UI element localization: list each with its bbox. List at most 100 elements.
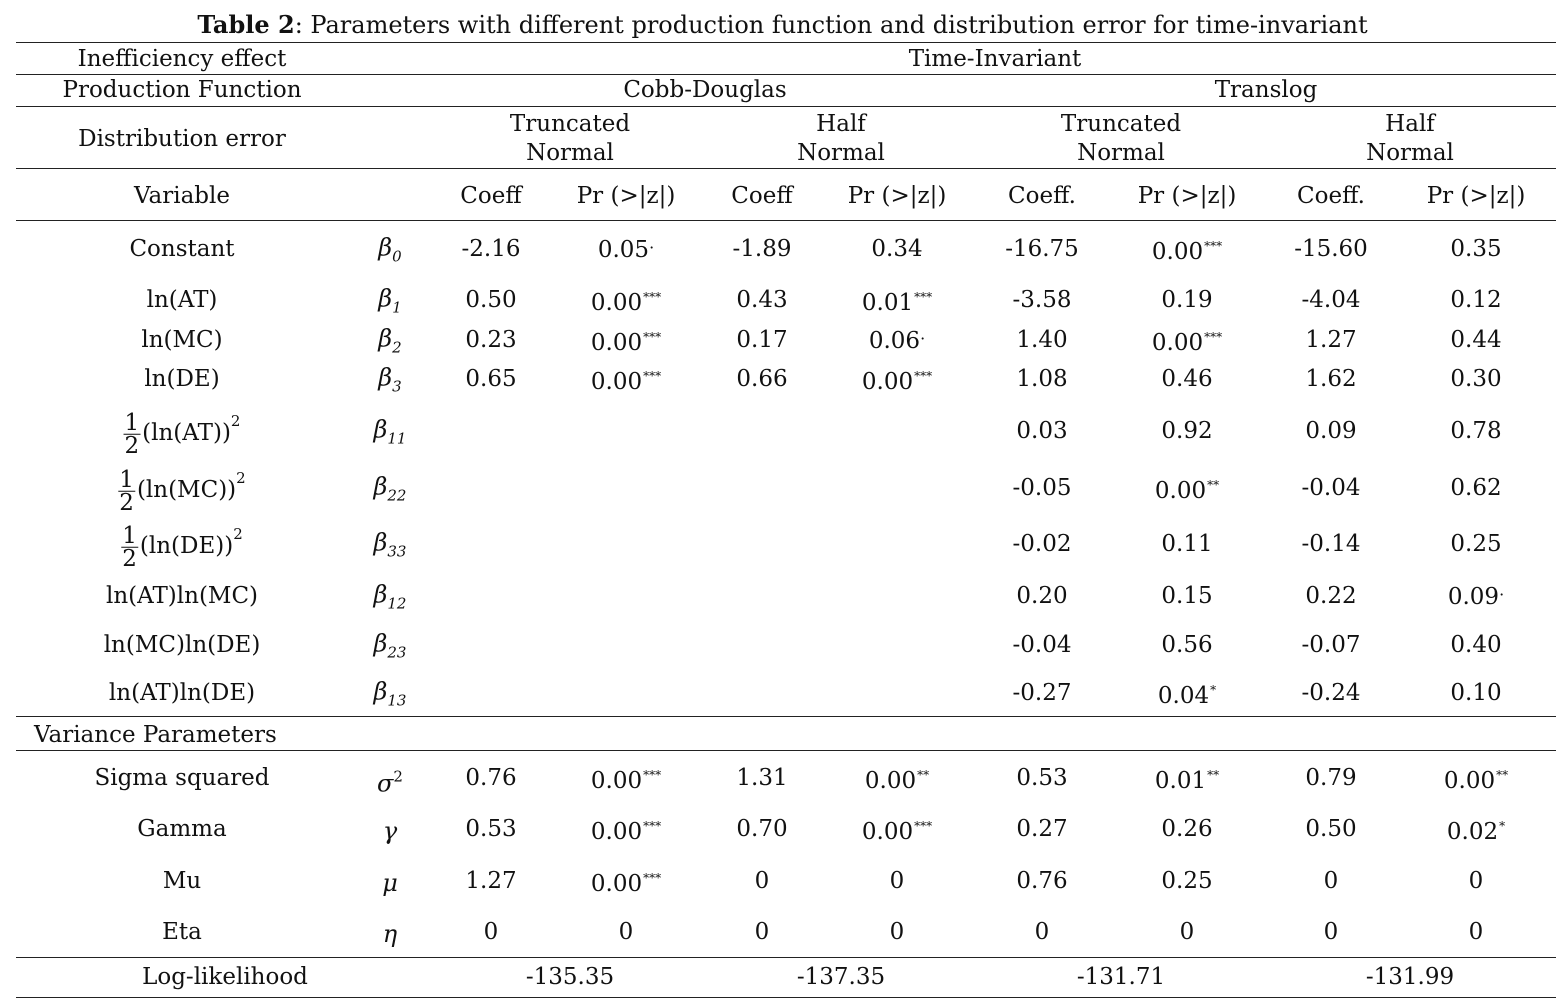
table-cell: 0 bbox=[755, 866, 770, 896]
significance-stars: *** bbox=[1204, 330, 1223, 344]
table-cell: 0.01** bbox=[1155, 760, 1219, 796]
loglik-value: -135.35 bbox=[525, 964, 615, 990]
translog-header: Translog bbox=[1214, 77, 1318, 103]
dist-line: Half bbox=[1385, 111, 1435, 137]
table-caption: : Parameters with different production f… bbox=[294, 11, 1368, 39]
parameter-symbol: σ2 bbox=[377, 762, 403, 799]
cell-value: 1.62 bbox=[1305, 366, 1357, 392]
table-cell: 0.00** bbox=[865, 760, 929, 796]
cell-value: 0.30 bbox=[1450, 366, 1502, 392]
table-cell: 0.53 bbox=[465, 814, 516, 844]
table-cell: 0.02* bbox=[1447, 811, 1505, 847]
loglik-value: -131.71 bbox=[1076, 964, 1166, 990]
variable-label: ln(DE) bbox=[144, 366, 220, 392]
significance-dot: · bbox=[649, 238, 655, 257]
dist-line: Truncated bbox=[1060, 111, 1182, 137]
significance-stars: ** bbox=[917, 768, 930, 782]
table-cell: 1.08 bbox=[1016, 364, 1067, 394]
table-cell: 0.17 bbox=[736, 325, 787, 355]
table-cell: 0.00*** bbox=[1152, 322, 1222, 358]
parameter-symbol: β11 bbox=[374, 415, 407, 454]
cell-value: 0.05 bbox=[597, 237, 650, 263]
table-cell: 0.19 bbox=[1161, 285, 1212, 315]
parameter-symbol: β2 bbox=[378, 324, 401, 363]
symbol-letter: β bbox=[378, 324, 393, 353]
cobb-douglas-header: Cobb-Douglas bbox=[623, 77, 787, 103]
power-exponent: 2 bbox=[233, 524, 243, 543]
cell-value: 0.23 bbox=[465, 327, 517, 353]
power-exponent: 2 bbox=[230, 411, 241, 430]
table-cell: 0 bbox=[484, 917, 499, 947]
loglik-value: -137.35 bbox=[796, 964, 886, 990]
table-title: Table 2: Parameters with different produ… bbox=[0, 8, 1565, 42]
variable-name: ln(MC)ln(DE) bbox=[104, 630, 261, 660]
variable-name: 1 2 (ln(DE))2 bbox=[121, 519, 243, 572]
cell-value: 0.22 bbox=[1305, 583, 1357, 609]
table-cell: 0 bbox=[890, 917, 905, 947]
significance-stars: ** bbox=[1207, 478, 1220, 492]
table-cell: 0.44 bbox=[1450, 325, 1501, 355]
table-cell: 0.00*** bbox=[591, 760, 661, 796]
symbol-subscript: 13 bbox=[387, 691, 407, 710]
table-cell: -15.60 bbox=[1294, 234, 1368, 264]
cell-value: 0.15 bbox=[1161, 583, 1213, 609]
variable-label: Eta bbox=[162, 919, 202, 945]
table-cell: 0.26 bbox=[1161, 814, 1212, 844]
table-cell: 0.04* bbox=[1158, 675, 1216, 711]
cell-value: 0 bbox=[754, 868, 770, 894]
cell-value: 0.76 bbox=[465, 765, 517, 791]
cell-value: -1.89 bbox=[732, 236, 792, 262]
variable-name: ln(MC) bbox=[141, 325, 222, 355]
symbol-letter: η bbox=[382, 920, 398, 948]
table-cell: 0.62 bbox=[1450, 473, 1501, 503]
cell-value: 0.01 bbox=[861, 290, 914, 316]
fraction-denominator: 2 bbox=[122, 545, 137, 572]
cell-value: 0.26 bbox=[1161, 816, 1213, 842]
cell-value: 0.00 bbox=[590, 871, 643, 897]
significance-stars: *** bbox=[914, 369, 933, 383]
cell-value: 0.06 bbox=[868, 328, 921, 354]
parameter-symbol: β12 bbox=[374, 580, 407, 619]
table-cell: 0.78 bbox=[1450, 416, 1501, 446]
cell-value: 0.00 bbox=[1151, 330, 1204, 356]
cell-value: 0.04 bbox=[1157, 683, 1210, 709]
cell-value: 0.00 bbox=[861, 819, 914, 845]
significance-stars: *** bbox=[914, 290, 933, 304]
cell-value: 0.35 bbox=[1450, 236, 1502, 262]
table-cell: 0.76 bbox=[465, 763, 516, 793]
fraction-denominator: 2 bbox=[119, 489, 134, 516]
symbol-letter: β bbox=[373, 528, 388, 557]
cell-value: 0.09 bbox=[1447, 584, 1500, 610]
variable-label: Variable bbox=[134, 183, 230, 209]
table-cell: -3.58 bbox=[1013, 285, 1072, 315]
cell-value: 0.62 bbox=[1450, 475, 1502, 501]
cell-value: -16.75 bbox=[1005, 236, 1079, 262]
cell-value: 0.43 bbox=[736, 287, 788, 313]
variance-name: Gamma bbox=[137, 814, 226, 844]
symbol-letter: σ bbox=[377, 769, 394, 798]
cell-value: 0.01 bbox=[1154, 768, 1207, 794]
cell-value: 0.46 bbox=[1161, 366, 1213, 392]
cell-value: 0.27 bbox=[1016, 816, 1068, 842]
cell-value: 0 bbox=[889, 919, 905, 945]
variable-label: ln(AT)ln(DE) bbox=[108, 680, 256, 706]
table-cell: 0.00*** bbox=[591, 811, 661, 847]
variable-name: ln(DE) bbox=[144, 364, 219, 394]
table-cell: 0.50 bbox=[1305, 814, 1356, 844]
cell-value: 0.53 bbox=[465, 816, 517, 842]
table-cell: 0.12 bbox=[1450, 285, 1501, 315]
dist-line: Truncated bbox=[509, 111, 631, 137]
parameter-symbol: γ bbox=[383, 816, 397, 846]
cell-value: 1.27 bbox=[465, 868, 517, 894]
cell-value: 0.00 bbox=[590, 768, 643, 794]
cell-value: -3.58 bbox=[1012, 287, 1072, 313]
parameter-symbol: β0 bbox=[378, 233, 401, 272]
table-cell: 0.00*** bbox=[591, 322, 661, 358]
cell-value: 0.92 bbox=[1161, 418, 1213, 444]
cell-value: -15.60 bbox=[1294, 236, 1368, 262]
variance-name: Eta bbox=[162, 917, 202, 947]
cell-value: 0 bbox=[754, 919, 770, 945]
cell-value: 0.79 bbox=[1305, 765, 1357, 791]
